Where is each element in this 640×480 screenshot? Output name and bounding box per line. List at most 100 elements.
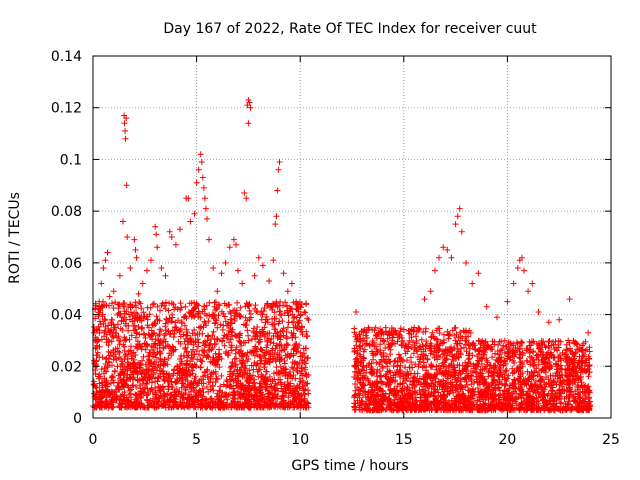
data-point: [142, 385, 148, 392]
data-point: [363, 329, 370, 336]
data-point: [154, 316, 161, 323]
data-point: [210, 311, 217, 318]
data-point: [199, 308, 206, 315]
data-point: [571, 377, 578, 384]
data-point: [404, 368, 411, 375]
data-point: [210, 354, 216, 361]
data-point: [584, 363, 591, 370]
data-point: [440, 244, 447, 251]
data-point: [543, 363, 550, 370]
data-point: [101, 316, 108, 323]
data-point: [541, 342, 548, 348]
data-point: [289, 392, 296, 399]
data-point: [98, 379, 105, 386]
data-point: [177, 356, 183, 362]
data-point: [518, 395, 525, 402]
data-point: [122, 403, 129, 410]
data-point: [255, 339, 262, 345]
data-point: [564, 387, 571, 394]
data-point: [153, 231, 160, 238]
data-point: [149, 301, 156, 308]
data-point: [483, 357, 490, 364]
data-point: [437, 398, 444, 405]
data-point: [547, 383, 554, 390]
data-point: [437, 381, 444, 388]
data-point: [244, 403, 251, 410]
data-point: [482, 346, 489, 353]
data-point: [189, 370, 196, 377]
data-point: [168, 352, 175, 359]
data-point: [489, 354, 496, 361]
data-point: [568, 366, 575, 373]
data-point: [201, 303, 208, 310]
data-point: [368, 364, 375, 371]
data-point: [244, 327, 251, 334]
data-point: [175, 403, 182, 410]
data-point: [302, 360, 309, 367]
data-point: [376, 368, 383, 375]
data-point: [242, 383, 249, 390]
data-point: [263, 378, 270, 384]
data-point: [108, 338, 115, 345]
data-point: [417, 343, 424, 350]
data-point: [561, 388, 568, 394]
data-point: [158, 302, 165, 309]
data-point: [185, 195, 192, 202]
data-point: [228, 328, 235, 335]
data-point: [274, 187, 281, 194]
data-point: [180, 395, 187, 402]
data-point: [423, 338, 430, 345]
data-point: [165, 401, 172, 408]
data-point: [172, 396, 179, 402]
data-point: [293, 298, 300, 305]
data-point: [131, 236, 138, 243]
data-point: [252, 389, 259, 396]
data-point: [258, 308, 265, 315]
data-point: [574, 363, 581, 370]
data-point: [574, 406, 581, 413]
data-point: [202, 205, 209, 212]
data-point: [110, 288, 117, 295]
data-point: [577, 374, 584, 381]
data-point: [441, 331, 447, 338]
data-point: [274, 395, 281, 402]
data-point: [227, 319, 234, 326]
data-point: [478, 361, 485, 367]
data-point: [573, 406, 580, 413]
data-point: [131, 322, 138, 329]
data-point: [277, 376, 284, 383]
data-point: [387, 351, 394, 358]
data-point: [109, 373, 116, 380]
data-point: [127, 265, 134, 271]
data-point: [157, 337, 164, 344]
data-point: [178, 380, 185, 387]
data-point: [554, 366, 561, 373]
data-point: [123, 351, 129, 358]
data-point: [138, 325, 145, 332]
data-point: [260, 377, 267, 383]
data-point: [186, 404, 192, 411]
data-point: [397, 362, 404, 369]
data-point: [578, 365, 584, 372]
data-point: [545, 380, 552, 387]
data-point: [237, 392, 244, 398]
data-point: [369, 386, 376, 393]
data-point: [236, 367, 243, 374]
data-point: [114, 363, 121, 370]
data-point: [97, 318, 103, 325]
data-point: [294, 325, 301, 332]
data-point: [205, 333, 212, 340]
data-point: [463, 329, 469, 336]
data-point: [251, 347, 258, 354]
data-point: [216, 350, 223, 357]
y-tick-label: 0.1: [60, 152, 82, 168]
data-point: [302, 309, 309, 316]
data-point: [433, 371, 439, 378]
x-tick-label: 25: [602, 432, 620, 448]
data-point: [122, 320, 129, 327]
data-point: [502, 381, 508, 388]
data-point: [212, 362, 219, 369]
data-point: [420, 359, 427, 366]
data-point: [421, 296, 428, 303]
data-point: [523, 357, 530, 364]
